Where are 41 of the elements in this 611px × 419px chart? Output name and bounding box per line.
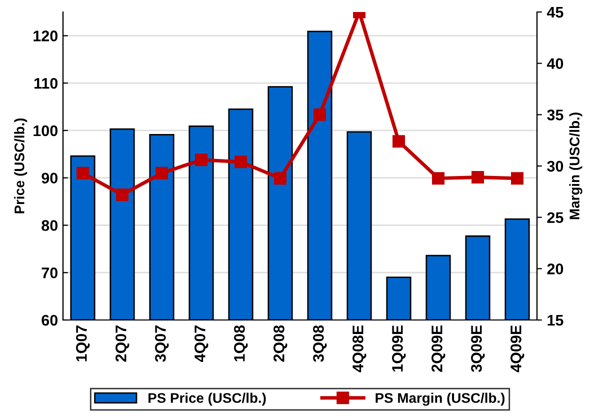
point xyxy=(314,108,326,121)
legend-label: PS Price (USC/lb.) xyxy=(148,392,266,406)
y-tick-label: 60 xyxy=(42,314,58,326)
y-tick-label: 100 xyxy=(34,125,58,136)
y-tick-label: 110 xyxy=(34,78,58,89)
y2-tick-label: 40 xyxy=(546,58,564,70)
point xyxy=(116,188,128,201)
x-tick-label: 3Q09E xyxy=(471,325,485,372)
point xyxy=(472,171,484,184)
y-tick-label: 70 xyxy=(42,267,58,278)
y-tick-label: 80 xyxy=(42,220,58,231)
y2-tick-label: 20 xyxy=(547,264,564,274)
point xyxy=(195,154,208,166)
x-tick-label: 1Q08 xyxy=(234,325,248,362)
point xyxy=(392,135,405,148)
x-tick-label: 3Q08 xyxy=(313,325,327,362)
y2-tick-label: 45 xyxy=(546,7,564,18)
y-tick-label: 120 xyxy=(34,30,58,42)
y2-tick-label: 35 xyxy=(547,110,564,120)
x-tick-label: 2Q08 xyxy=(274,325,288,362)
x-tick-label: 2Q09E xyxy=(432,325,446,372)
point xyxy=(76,166,89,180)
point xyxy=(274,172,286,185)
x-tick-label: 1Q07 xyxy=(76,326,90,362)
y-tick-label: 90 xyxy=(42,172,58,184)
y2-tick-label: 25 xyxy=(547,212,564,224)
x-tick-label: 4Q07 xyxy=(194,326,208,362)
point xyxy=(156,166,168,180)
y2-tick-label: 30 xyxy=(547,160,564,172)
x-tick-label: 3Q07 xyxy=(155,326,169,362)
x-tick-label: 4Q08E xyxy=(352,325,366,372)
x-tick-label: 2Q07 xyxy=(116,326,130,362)
x-tick-label: 1Q09E xyxy=(392,325,406,372)
x-tick-label: 4Q09E xyxy=(510,325,524,372)
y2-tick-label: 15 xyxy=(548,315,564,326)
y2-axis-title: Margin (USC/lb.) xyxy=(569,112,582,220)
legend-label: PS Margin (USC/lb.) xyxy=(376,392,504,406)
y-axis-title: Price (USC/lb.) xyxy=(14,118,28,214)
point xyxy=(511,172,524,185)
point xyxy=(234,156,247,168)
point xyxy=(432,172,444,185)
